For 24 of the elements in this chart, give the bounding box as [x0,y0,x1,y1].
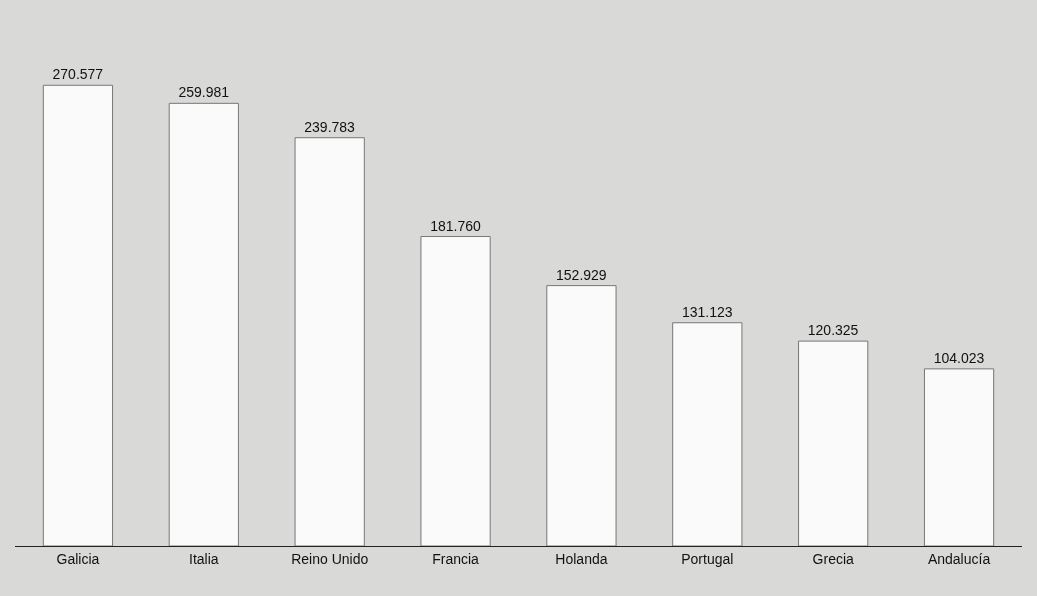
bar [546,285,617,546]
x-tick-label: Galicia [56,550,100,567]
bar [798,340,869,546]
data-label: 259.981 [178,84,230,101]
data-label: 239.783 [304,118,356,135]
bar [294,137,365,546]
data-label: 181.760 [430,217,481,234]
bar [168,102,239,546]
x-tick-label: Portugal [681,550,734,567]
x-tick-label: Holanda [555,550,608,567]
x-tick-label: Italia [189,550,219,567]
x-tick-label: Reino Unido [291,550,369,567]
bar [420,236,491,546]
data-label: 104.023 [933,349,985,366]
data-label: 120.325 [807,322,859,339]
x-tick-label: Grecia [812,550,855,567]
bar [42,84,114,546]
bar [923,368,995,546]
data-label: 152.929 [556,266,607,283]
data-label: 270.577 [52,66,104,83]
x-tick-label: Francia [432,550,480,567]
data-label: 131.123 [681,303,733,320]
bar [672,322,743,546]
x-tick-label: Andalucía [927,550,991,567]
